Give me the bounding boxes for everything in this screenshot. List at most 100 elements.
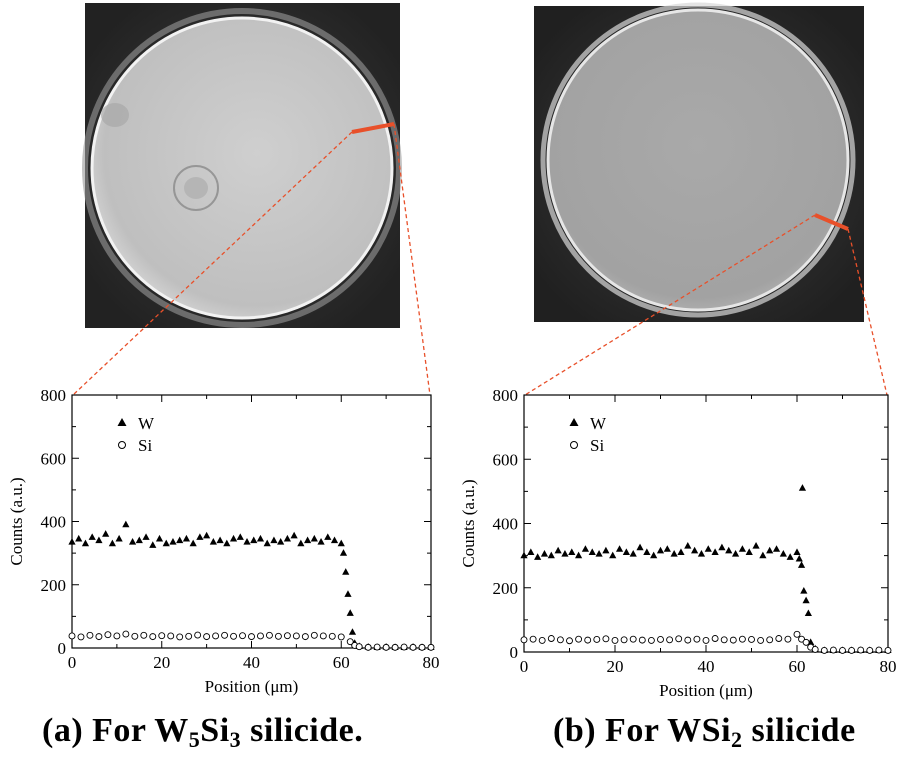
data-point-si	[829, 646, 837, 654]
micrograph-b-disc	[546, 8, 850, 312]
data-point-si	[611, 636, 619, 644]
data-point-si	[693, 635, 701, 643]
data-point-si	[140, 631, 148, 639]
data-point-si	[675, 635, 683, 643]
data-point-w	[650, 551, 658, 559]
data-point-w	[317, 538, 325, 545]
micrograph-a-scan-line	[351, 122, 395, 134]
legend-label-w: W	[138, 414, 155, 433]
data-point-si	[113, 632, 121, 640]
data-point-w	[149, 541, 157, 548]
dash-b-right	[847, 228, 888, 396]
x-axis-label: Position (μm)	[659, 681, 753, 700]
data-point-w	[303, 536, 312, 544]
data-point-w	[330, 536, 339, 544]
data-point-w	[622, 548, 630, 556]
data-point-si	[86, 631, 94, 639]
data-point-w	[283, 534, 291, 542]
x-tick-label: 40	[243, 653, 260, 672]
data-point-w	[81, 539, 90, 547]
data-point-si	[104, 631, 112, 639]
x-axis-label: Position (μm)	[205, 677, 299, 696]
data-point-w	[752, 541, 760, 549]
data-point-si	[203, 633, 211, 641]
data-point-w	[189, 539, 197, 547]
micrograph-a-halo	[82, 8, 402, 328]
y-tick-label: 800	[493, 386, 519, 405]
data-point-w	[802, 596, 810, 604]
data-point-si	[310, 631, 318, 639]
data-point-w	[609, 551, 617, 559]
data-point-si	[194, 631, 202, 639]
data-point-w	[324, 533, 332, 540]
data-point-si	[382, 643, 390, 651]
data-point-w	[684, 541, 692, 549]
data-point-w	[561, 550, 569, 557]
data-point-w	[155, 534, 164, 542]
data-point-si	[566, 637, 573, 645]
micrograph-b-halo	[540, 2, 856, 318]
data-point-w	[725, 546, 733, 554]
data-point-w	[663, 545, 671, 552]
data-point-si	[248, 633, 255, 641]
y-tick-label: 600	[493, 450, 519, 469]
data-point-si	[319, 632, 327, 640]
data-point-si	[584, 636, 592, 644]
data-point-si	[547, 635, 555, 642]
caption-a-prefix: (a) For W	[42, 712, 189, 749]
data-point-w	[534, 553, 542, 560]
caption-b-prefix: (b) For WSi	[553, 712, 732, 749]
micrograph-a	[82, 3, 402, 328]
data-point-w	[670, 550, 678, 557]
data-point-w	[602, 546, 610, 554]
data-point-w	[772, 545, 781, 552]
x-tick-label: 0	[68, 653, 77, 672]
data-point-si	[875, 646, 883, 654]
x-tick-label: 20	[607, 657, 624, 676]
data-point-w	[263, 539, 271, 547]
y-tick-label: 400	[493, 515, 519, 534]
data-point-si	[257, 632, 264, 640]
data-point-si	[866, 646, 874, 654]
data-point-w	[182, 534, 191, 542]
data-point-si	[602, 635, 610, 643]
data-point-w	[697, 550, 706, 557]
data-point-si	[185, 632, 193, 640]
data-point-w	[636, 543, 644, 551]
caption-a: (a) For W5Si3 silicide.	[42, 712, 363, 753]
data-point-si	[775, 635, 783, 642]
caption-a-sub2: 3	[229, 727, 242, 752]
data-point-si	[784, 635, 792, 643]
data-point-si	[793, 630, 801, 638]
data-point-si	[409, 643, 417, 651]
data-point-si	[68, 632, 76, 640]
data-point-w	[588, 548, 596, 556]
data-point-w	[256, 534, 265, 542]
data-point-w	[196, 533, 204, 540]
y-axis-label: Counts (a.u.)	[459, 479, 478, 567]
data-point-w	[798, 484, 807, 491]
x-tick-label: 40	[698, 657, 715, 676]
plot-frame	[523, 394, 889, 653]
data-point-w	[731, 550, 740, 557]
data-point-w	[800, 586, 808, 594]
data-point-si	[820, 646, 828, 654]
legend-marker-si	[118, 441, 126, 449]
data-point-w	[527, 548, 535, 556]
data-point-w	[128, 538, 137, 545]
data-point-si	[575, 635, 583, 643]
data-point-w	[745, 548, 753, 556]
data-point-w	[795, 554, 803, 562]
legend-label-w: W	[590, 414, 607, 433]
data-point-w	[677, 548, 685, 556]
data-point-si	[328, 632, 336, 640]
data-point-w	[270, 536, 278, 544]
data-point-w	[122, 520, 130, 528]
data-point-si	[729, 636, 737, 644]
data-point-w	[223, 539, 231, 547]
x-tick-label: 80	[423, 653, 440, 672]
data-point-w	[339, 549, 348, 556]
data-point-si	[167, 632, 175, 640]
